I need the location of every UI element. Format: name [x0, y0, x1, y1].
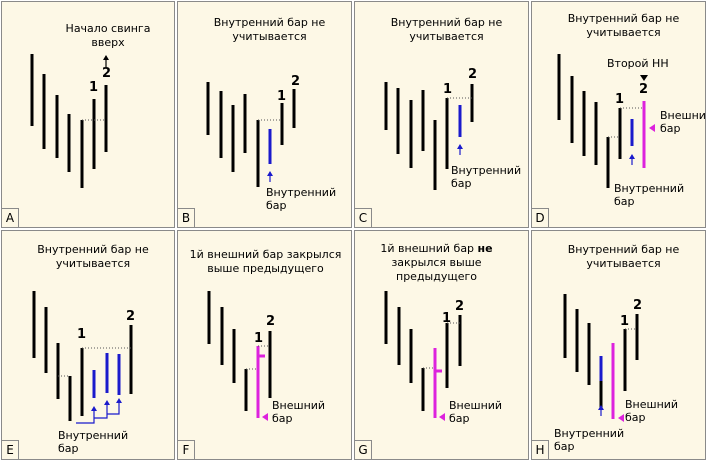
- inside-bar-label: Внутренний бар: [266, 186, 337, 212]
- swing-diagram: [206, 82, 296, 187]
- panel-letter: H: [532, 440, 549, 459]
- swing-diagram: [557, 54, 655, 188]
- swing-point-2-label: 2: [639, 82, 649, 97]
- swing-point-1-label: 1: [620, 314, 630, 329]
- swing-point-1-label: 1: [89, 80, 99, 95]
- inside-bar-label: Внутренний бар: [451, 164, 522, 190]
- panel-letter: B: [178, 208, 195, 227]
- panel-title: Внутренний бар не учитывается: [390, 16, 503, 43]
- swing-diagram: [384, 82, 474, 190]
- swing-point-1-label: 1: [277, 89, 287, 104]
- panel-title: Внутренний бар не учитывается: [37, 243, 149, 270]
- panel-g: 1й внешний бар не закрылся выше предыдущ…: [354, 230, 529, 460]
- swing-diagram: [30, 54, 109, 188]
- inside-bar-label: Внутренний бар: [614, 182, 685, 208]
- panel-e: Внутренний бар не учитывается 1 2: [1, 230, 175, 460]
- swing-point-2-label: 2: [455, 299, 465, 314]
- panel-letter: C: [355, 208, 372, 227]
- swing-point-1-label: 1: [615, 92, 625, 107]
- outside-bar-label: Внешний бар: [449, 399, 503, 425]
- panel-title: Внутренний бар не учитывается: [567, 12, 680, 39]
- panel-letter: D: [532, 208, 549, 227]
- swing-diagram: [563, 294, 639, 422]
- panel-f: 1й внешний бар закрылся выше предыдущего…: [177, 230, 352, 460]
- panel-title: Внутренний бар не учитывается: [567, 243, 680, 270]
- title-part: закрылся выше предыдущего: [391, 256, 482, 283]
- swing-point-2-label: 2: [291, 74, 301, 89]
- panel-letter: E: [2, 440, 19, 459]
- outside-bar-label: Внешний бар: [660, 109, 706, 135]
- outside-bar-label: Внешний бар: [625, 398, 679, 424]
- panel-letter: F: [178, 440, 195, 459]
- second-hh-label: Второй НН: [607, 57, 669, 70]
- inside-bar-label: Внутренний бар: [554, 427, 625, 453]
- panel-title: Начало свинга вверх: [65, 22, 151, 49]
- swing-point-2-label: 2: [266, 314, 276, 329]
- outside-bar-label: Внешний бар: [272, 399, 326, 425]
- panel-d: Внутренний бар не учитывается Второй НН …: [531, 1, 706, 228]
- swing-point-2-label: 2: [633, 298, 643, 313]
- panel-title: Внутренний бар не учитывается: [213, 16, 326, 43]
- swing-diagram: [384, 291, 462, 421]
- panel-a: Начало свинга вверх 1 2 A: [1, 1, 175, 228]
- title-part: 1й внешний бар: [380, 242, 475, 255]
- swing-point-2-label: 2: [468, 67, 478, 82]
- swing-point-1-label: 1: [442, 311, 452, 326]
- title-emphasis: не: [477, 242, 493, 255]
- panel-title: 1й внешний бар не закрылся выше предыдущ…: [375, 242, 498, 284]
- swing-diagram: [32, 291, 133, 424]
- panel-c: Внутренний бар не учитывается 1 2 Внутре…: [354, 1, 529, 228]
- panel-letter: G: [355, 440, 372, 459]
- swing-point-1-label: 1: [254, 331, 264, 346]
- panel-b: Внутренний бар не учитывается 1 2 Внутре…: [177, 1, 352, 228]
- swing-point-1-label: 1: [77, 327, 87, 342]
- swing-point-2-label: 2: [102, 66, 112, 81]
- panel-title: 1й внешний бар закрылся выше предыдущего: [189, 248, 342, 275]
- swing-point-1-label: 1: [443, 82, 453, 97]
- inside-bar-label: Внутренний бар: [58, 429, 129, 455]
- panel-h: Внутренний бар не учитывается 1 2 Внешни…: [531, 230, 706, 460]
- swing-diagram: [207, 291, 272, 421]
- panel-letter: A: [2, 208, 19, 227]
- swing-point-2-label: 2: [126, 309, 136, 324]
